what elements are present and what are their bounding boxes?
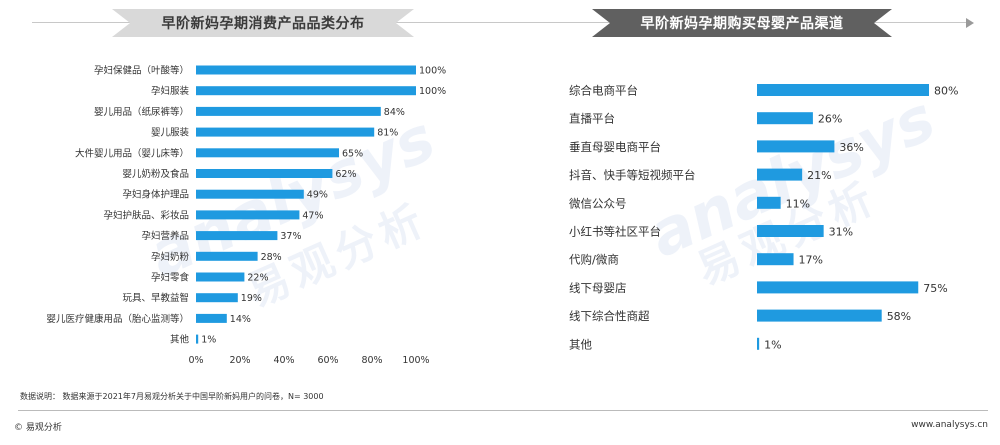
value-label: 49%	[307, 190, 328, 201]
value-label: 22%	[247, 273, 268, 284]
category-label: 大件婴儿用品（婴儿床等）	[75, 147, 189, 159]
value-label: 47%	[302, 210, 323, 221]
right-chart-title: 早阶新妈孕期购买母婴产品渠道	[592, 9, 892, 37]
value-label: 75%	[923, 282, 947, 295]
bar	[196, 189, 304, 199]
bar	[196, 293, 238, 303]
bar	[196, 334, 199, 344]
bar	[196, 210, 300, 220]
value-label: 21%	[807, 169, 831, 182]
bar	[757, 112, 813, 125]
category-label: 垂直母婴电商平台	[569, 140, 661, 154]
value-label: 100%	[419, 66, 446, 77]
bar	[757, 168, 803, 181]
value-label: 17%	[799, 254, 823, 267]
value-label: 11%	[786, 197, 810, 210]
category-label: 婴儿奶粉及食品	[122, 168, 189, 180]
category-label: 孕妇保健品（叶酸等）	[94, 65, 189, 77]
bar	[196, 148, 339, 158]
value-label: 58%	[887, 310, 911, 323]
bar	[757, 84, 929, 96]
header-arrow-icon	[966, 18, 974, 28]
bar	[196, 86, 416, 96]
bar	[757, 196, 781, 209]
bar	[196, 231, 278, 241]
category-label: 孕妇护肤品、彩妆品	[103, 209, 189, 221]
category-label: 线下综合性商超	[569, 309, 650, 323]
value-label: 65%	[342, 148, 363, 159]
value-label: 31%	[829, 226, 853, 239]
category-label: 微信公众号	[569, 196, 627, 210]
x-tick-label: 40%	[273, 355, 294, 366]
category-label: 婴儿服装	[151, 127, 190, 139]
footer-website-link[interactable]: www.analysys.cn	[911, 420, 988, 430]
data-note: 数据说明： 数据来源于2021年7月易观分析关于中国早阶新妈用户的问卷，N= 3…	[20, 392, 324, 401]
bar	[196, 169, 333, 178]
bar	[196, 251, 258, 261]
bar	[757, 281, 919, 294]
value-label: 19%	[241, 293, 262, 304]
x-tick-label: 60%	[317, 355, 338, 366]
bar	[196, 106, 381, 116]
category-label: 孕妇营养品	[141, 230, 189, 242]
value-label: 37%	[280, 231, 301, 242]
left-chart-title: 早阶新妈孕期消费产品品类分布	[112, 9, 414, 37]
value-label: 80%	[934, 85, 958, 98]
value-label: 36%	[839, 141, 863, 154]
category-label: 婴儿医疗健康用品（胎心监测等）	[46, 313, 189, 325]
bar	[196, 65, 416, 75]
bar	[757, 225, 824, 237]
value-label: 1%	[764, 338, 781, 351]
category-label: 孕妇奶粉	[151, 251, 190, 263]
footer-copyright: © 易观分析	[14, 423, 62, 433]
x-tick-label: 0%	[188, 355, 203, 366]
category-label: 其他	[569, 337, 592, 351]
x-tick-label: 20%	[229, 355, 250, 366]
bar	[196, 272, 245, 282]
value-label: 28%	[261, 252, 282, 263]
right-bar-chart: 综合电商平台 80% 直播平台 26% 垂直母婴电商平台 36% 抖音、快手等短视频平台 21…	[569, 84, 958, 352]
category-label: 婴儿用品（纸尿裤等）	[94, 106, 189, 118]
bar	[757, 337, 760, 350]
category-label: 小红书等社区平台	[569, 225, 661, 239]
bar	[196, 313, 227, 323]
bar	[757, 140, 835, 153]
bar	[757, 253, 794, 266]
category-label: 直播平台	[569, 112, 615, 126]
footer-divider	[18, 410, 988, 411]
value-label: 81%	[377, 128, 398, 139]
category-label: 代购/微商	[569, 253, 619, 267]
x-tick-label: 100%	[402, 355, 429, 366]
value-label: 100%	[419, 86, 446, 97]
value-label: 1%	[201, 335, 216, 346]
bar	[196, 127, 375, 137]
value-label: 26%	[818, 113, 842, 126]
category-label: 其他	[170, 334, 190, 346]
value-label: 84%	[384, 107, 405, 118]
x-tick-label: 80%	[361, 355, 382, 366]
category-label: 孕妇零食	[151, 272, 190, 284]
bar	[757, 309, 882, 322]
category-label: 孕妇服装	[151, 85, 190, 97]
category-label: 玩具、早教益智	[122, 292, 189, 304]
category-label: 线下母婴店	[569, 281, 627, 295]
category-label: 抖音、快手等短视频平台	[569, 168, 696, 182]
category-label: 孕妇身体护理品	[122, 189, 189, 201]
left-bar-chart: 孕妇保健品（叶酸等） 100% 孕妇服装 100% 婴儿用品（纸尿裤等） 84% 婴儿服装 8…	[46, 65, 446, 367]
value-label: 14%	[230, 314, 251, 325]
value-label: 62%	[335, 169, 356, 180]
category-label: 综合电商平台	[569, 84, 638, 98]
